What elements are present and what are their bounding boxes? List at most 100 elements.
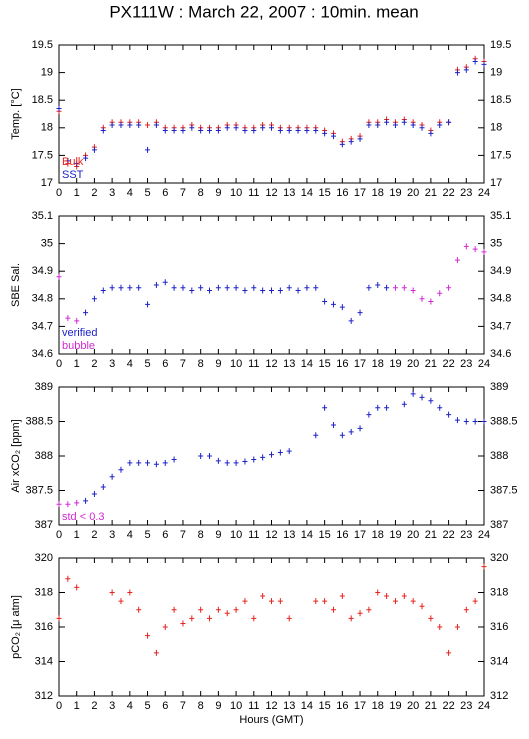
data-point bbox=[207, 287, 213, 294]
data-point bbox=[375, 122, 381, 129]
x-tick-label: 5 bbox=[144, 187, 150, 199]
data-point bbox=[180, 620, 186, 627]
data-point bbox=[109, 122, 115, 129]
x-tick-label: 9 bbox=[215, 187, 221, 199]
data-point bbox=[100, 484, 106, 491]
data-point bbox=[153, 461, 159, 468]
data-point bbox=[437, 624, 443, 630]
y-tick-label-right: 387 bbox=[490, 519, 508, 531]
data-point bbox=[251, 615, 257, 622]
x-tick-label: 18 bbox=[372, 529, 384, 541]
data-point bbox=[198, 127, 204, 134]
data-point bbox=[313, 432, 319, 439]
data-point bbox=[384, 404, 390, 411]
y-axis-label: SBE Sal. bbox=[10, 263, 22, 307]
x-tick-label: 18 bbox=[372, 700, 384, 712]
data-point bbox=[207, 453, 213, 459]
x-tick-label: 24 bbox=[478, 700, 490, 712]
data-point bbox=[91, 295, 97, 302]
y-tick-label: 388.5 bbox=[25, 415, 53, 427]
y-tick-label: 35 bbox=[41, 238, 53, 250]
x-tick-label: 8 bbox=[198, 187, 204, 199]
data-point bbox=[74, 499, 80, 506]
y-tick-label-right: 35.1 bbox=[490, 210, 511, 222]
x-tick-label: 9 bbox=[215, 700, 221, 712]
y-tick-label-right: 312 bbox=[490, 690, 508, 702]
y-tick-label-right: 19 bbox=[490, 67, 502, 79]
data-point bbox=[446, 119, 452, 126]
data-point bbox=[260, 287, 266, 294]
x-tick-label: 22 bbox=[442, 700, 454, 712]
data-point bbox=[136, 606, 142, 613]
data-point bbox=[207, 615, 213, 622]
data-point bbox=[472, 58, 478, 65]
data-point bbox=[74, 160, 80, 167]
data-point bbox=[286, 448, 292, 455]
data-point bbox=[127, 284, 133, 291]
x-tick-label: 16 bbox=[336, 187, 348, 199]
x-tick-label: 10 bbox=[230, 358, 242, 370]
x-tick-label: 4 bbox=[127, 529, 133, 541]
data-point bbox=[260, 124, 266, 131]
x-tick-label: 15 bbox=[319, 700, 331, 712]
x-tick-label: 0 bbox=[56, 529, 62, 541]
x-tick-label: 22 bbox=[442, 187, 454, 199]
data-point bbox=[277, 449, 283, 456]
data-point bbox=[233, 124, 239, 131]
x-tick-label: 23 bbox=[460, 529, 472, 541]
data-point bbox=[375, 404, 381, 411]
data-point bbox=[401, 401, 407, 408]
data-point bbox=[251, 127, 257, 134]
data-point bbox=[463, 66, 469, 73]
data-point bbox=[357, 309, 363, 316]
data-point bbox=[366, 284, 372, 291]
data-point bbox=[100, 287, 106, 294]
data-point bbox=[348, 317, 354, 324]
x-tick-label: 14 bbox=[301, 187, 313, 199]
data-point bbox=[109, 284, 115, 291]
data-point bbox=[366, 122, 372, 129]
data-point bbox=[56, 273, 62, 280]
data-point bbox=[269, 287, 274, 294]
data-point bbox=[277, 287, 283, 294]
x-tick-label: 13 bbox=[283, 187, 295, 199]
x-tick-label: 2 bbox=[91, 187, 97, 199]
data-point bbox=[269, 124, 274, 131]
data-point bbox=[339, 592, 345, 599]
data-point bbox=[242, 598, 248, 605]
y-tick-label-right: 18 bbox=[490, 122, 502, 134]
data-point bbox=[127, 459, 133, 466]
data-point bbox=[260, 454, 266, 461]
data-point bbox=[348, 615, 354, 622]
data-point bbox=[410, 390, 416, 397]
x-tick-label: 7 bbox=[180, 187, 186, 199]
data-point bbox=[251, 456, 257, 463]
x-tick-label: 2 bbox=[91, 358, 97, 370]
data-point bbox=[65, 157, 71, 164]
data-point bbox=[463, 606, 469, 613]
data-point bbox=[215, 606, 221, 613]
data-point bbox=[118, 598, 124, 605]
data-point bbox=[304, 284, 310, 291]
data-point bbox=[65, 501, 71, 508]
x-tick-label: 20 bbox=[407, 358, 419, 370]
x-tick-label: 21 bbox=[425, 700, 437, 712]
x-tick-label: 12 bbox=[265, 358, 277, 370]
x-tick-label: 11 bbox=[248, 529, 259, 541]
y-tick-label-right: 34.9 bbox=[490, 265, 511, 277]
x-tick-label: 8 bbox=[198, 358, 204, 370]
x-tick-label: 8 bbox=[198, 529, 204, 541]
data-point bbox=[454, 69, 460, 76]
x-tick-label: 6 bbox=[162, 529, 168, 541]
data-point bbox=[384, 284, 390, 291]
data-point bbox=[446, 411, 452, 418]
data-point bbox=[472, 246, 478, 253]
y-tick-label: 34.6 bbox=[32, 348, 53, 360]
x-tick-label: 1 bbox=[74, 700, 80, 712]
data-point bbox=[401, 119, 407, 126]
data-point bbox=[180, 284, 186, 291]
data-point bbox=[419, 603, 425, 610]
data-point bbox=[357, 135, 363, 142]
data-point bbox=[277, 127, 283, 134]
data-point bbox=[127, 589, 133, 596]
